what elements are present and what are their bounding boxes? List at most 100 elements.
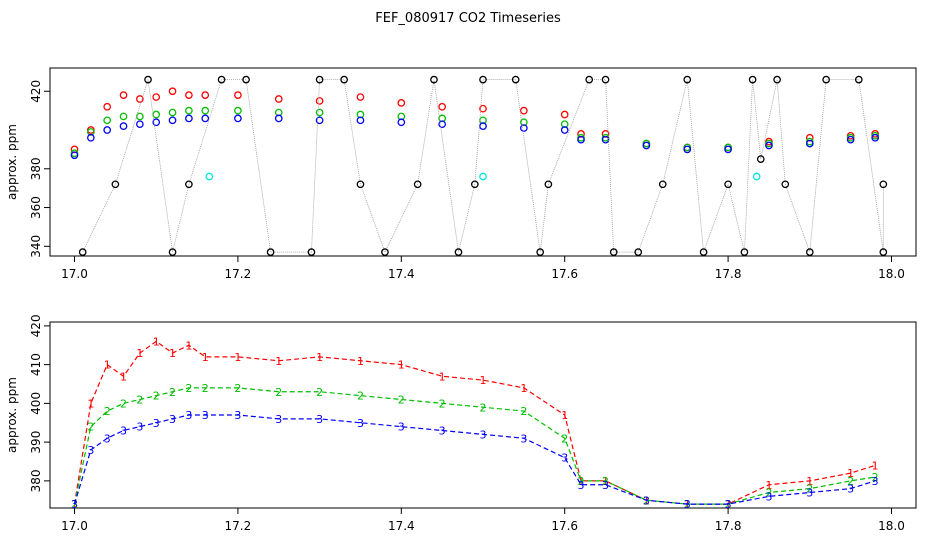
series-black-point [822,75,830,84]
series-blue-point [234,114,242,123]
series-blue-point [438,120,447,129]
series-2-point: 2 [87,421,94,434]
series-1-point: 1 [71,498,78,511]
series-blue-point [846,135,855,144]
bottom-y-tick-label: 400 [29,392,43,415]
series-3-point: 3 [520,432,527,445]
series-1-point: 1 [169,347,176,360]
series-2-point: 2 [316,386,323,399]
series-blue-point [577,135,585,144]
series-1-point: 1 [153,335,160,348]
series-cyan-point [479,172,487,181]
series-blue-point [601,135,610,144]
series-black-point [773,75,781,84]
series-black-point [748,75,757,84]
series-black-point [699,248,708,256]
series-black-point [144,75,152,84]
series-1-point: 1 [120,370,127,383]
series-black-point [454,248,463,256]
series-black-point [356,180,365,189]
series-black-point [781,180,790,189]
series-1-point: 1 [561,409,568,422]
series-1-point: 1 [520,382,527,395]
series-red-point [397,99,406,107]
series-2-point: 2 [480,401,487,414]
series-2-point: 2 [202,382,209,395]
series-black-dotted-line [82,79,884,254]
top-x-tick-label: 17.4 [388,267,415,281]
series-blue-point [519,124,528,132]
series-2-point: 2 [357,390,364,403]
series-blue-point [86,133,95,142]
series-red-point [356,93,365,101]
series-2-point: 2 [847,475,854,488]
series-blue-point [168,116,177,125]
series-green-point [119,112,128,121]
series-2-point: 2 [185,382,192,395]
series-black-point [479,75,487,84]
series-1-point: 1 [316,351,323,364]
series-red-point [168,87,177,96]
series-3-point: 3 [104,432,111,445]
series-3-point: 3 [561,452,568,465]
series-3-point: 3 [202,409,209,422]
series-blue-point [724,145,732,154]
series-blue-point [642,141,651,150]
series-3-point: 3 [234,409,241,422]
series-3-point: 3 [847,483,854,496]
series-3-point: 3 [578,479,585,492]
series-red-point [201,91,210,99]
series-1-line [73,340,876,505]
series-black-point [609,248,618,256]
series-red-point [185,91,193,99]
series-3-point: 3 [725,498,732,511]
series-green-point [152,110,161,119]
series-blue-point [185,114,193,123]
bottom-y-axis-label: approx. ppm [5,377,19,453]
series-3-point: 3 [185,409,192,422]
top-y-tick-label: 360 [29,196,43,219]
series-red-point [519,106,528,115]
series-blue-point [560,126,569,134]
series-blue-point [315,116,324,125]
series-1-point: 1 [872,459,879,472]
series-2-point: 2 [234,382,241,395]
series-2-point: 2 [602,475,609,488]
series-black-point [854,75,863,84]
series-2-point: 2 [136,394,143,407]
series-blue-point [683,145,692,154]
series-3-point: 3 [806,487,813,500]
series-2-point: 2 [71,498,78,511]
series-2-line [73,387,876,505]
top-x-tick-label: 17.0 [61,267,88,281]
series-red-point [274,95,283,103]
series-red-point [560,110,569,119]
series-3-point: 3 [87,444,94,457]
series-blue-point [479,122,487,130]
series-2-point: 2 [120,397,127,410]
series-green-point [315,108,324,117]
series-3-point: 3 [169,413,176,426]
series-2-point: 2 [104,405,111,418]
series-2-point: 2 [578,475,585,488]
series-3-point: 3 [153,417,160,430]
series-blue-point [103,126,112,134]
series-blue-point [765,141,773,150]
series-blue-point [871,133,880,142]
series-3-point: 3 [316,413,323,426]
top-y-axis-label: approx. ppm [5,124,19,200]
series-blue-point [70,151,79,160]
series-black-point [724,180,732,189]
top-plot-frame [49,67,917,257]
series-black-point [879,248,888,256]
series-blue-point [397,118,406,127]
series-1-point: 1 [202,351,209,364]
series-green-point [103,116,112,125]
bottom-x-tick-label: 17.4 [388,519,415,533]
series-1-point: 1 [439,370,446,383]
series-3-point: 3 [357,417,364,430]
series-blue-point [201,114,210,123]
series-2-point: 2 [169,386,176,399]
top-x-tick-label: 17.8 [715,267,742,281]
series-cyan-point [752,172,761,181]
